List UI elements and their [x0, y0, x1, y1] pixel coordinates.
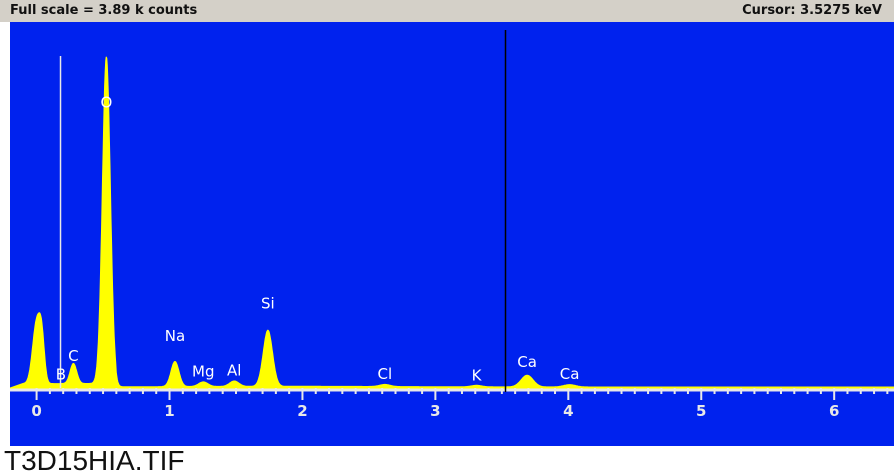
cursor-readout[interactable]: Cursor: 3.5275 keV: [742, 3, 882, 18]
x-tick-label: 6: [829, 402, 839, 420]
element-label: Al: [227, 361, 241, 379]
element-label: B: [56, 366, 66, 384]
filename-label: T3D15HIA.TIF: [0, 446, 193, 476]
spectrum-area: [10, 56, 894, 389]
element-label: O: [100, 93, 112, 111]
element-label: C: [68, 347, 78, 365]
x-tick-label: 0: [31, 402, 41, 420]
element-label: Na: [165, 327, 185, 345]
status-bar: Full scale = 3.89 k counts Cursor: 3.527…: [0, 0, 894, 22]
element-label: Mg: [192, 362, 214, 380]
element-label: K: [472, 366, 483, 384]
x-tick-label: 2: [297, 402, 307, 420]
element-label: Ca: [560, 365, 580, 383]
x-tick-label: 4: [563, 402, 573, 420]
element-label: Ca: [517, 353, 537, 371]
x-tick-label: 1: [164, 402, 174, 420]
element-label: Cl: [378, 365, 393, 383]
element-label: Si: [261, 294, 275, 312]
full-scale-readout: Full scale = 3.89 k counts: [10, 3, 198, 18]
spectrum-chart[interactable]: 0 1 2 3 4 5 6 O CB Na Mg Al Si Cl K Ca Ca: [10, 22, 894, 446]
x-tick-label: 5: [696, 402, 706, 420]
x-tick-label: 3: [430, 402, 440, 420]
plot-background: [10, 22, 894, 446]
